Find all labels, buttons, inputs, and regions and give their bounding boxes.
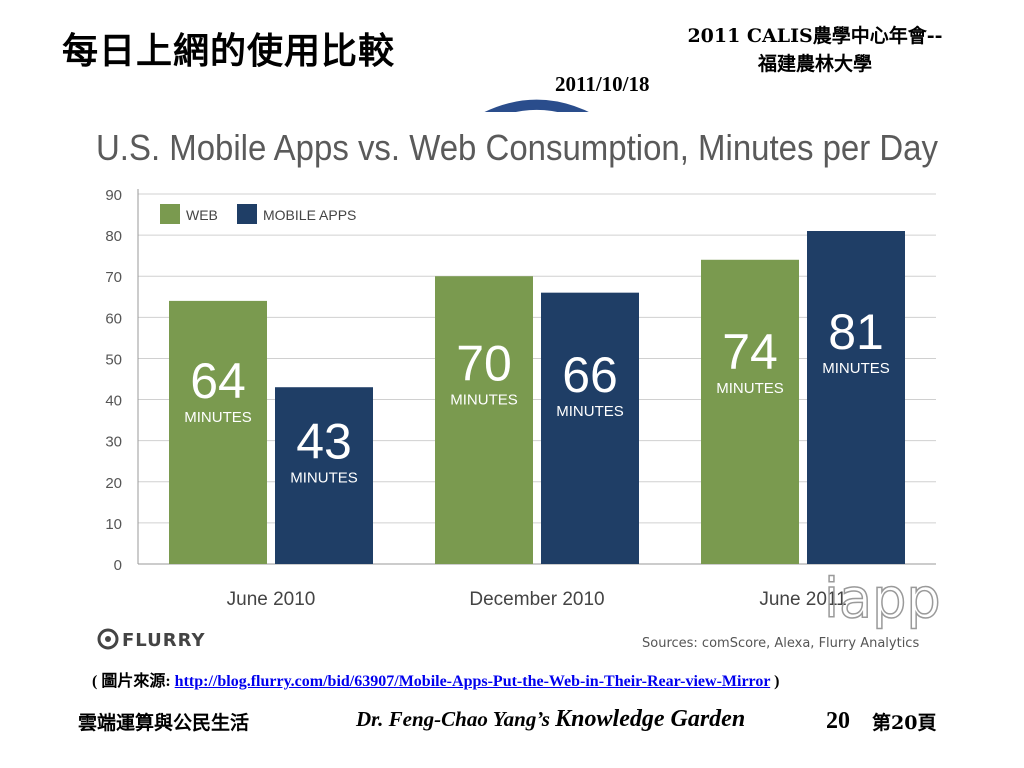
y-tick-label: 10 (105, 516, 122, 533)
bar-unit-label: MINUTES (290, 469, 358, 486)
bar (701, 259, 799, 564)
bar (169, 300, 267, 564)
bar-value-label: 66 (562, 347, 618, 403)
legend-swatch (160, 204, 180, 224)
bar-unit-label: MINUTES (822, 360, 890, 377)
footer-center: Dr. Feng-Chao Yang’s Knowledge Garden (356, 706, 745, 733)
bar-value-label: 81 (828, 304, 884, 360)
footer-author: Dr. Feng-Chao Yang’s (356, 707, 556, 731)
y-tick-label: 60 (105, 310, 122, 327)
bar-unit-label: MINUTES (184, 409, 252, 426)
chart-title: U.S. Mobile Apps vs. Web Consumption, Mi… (96, 127, 938, 168)
footer-left: 雲端運算與公民生活 (78, 712, 250, 734)
bar-value-label: 43 (296, 413, 352, 469)
bar-chart: U.S. Mobile Apps vs. Web Consumption, Mi… (96, 127, 941, 651)
flurry-logo: FLURRY (97, 628, 206, 651)
source-link[interactable]: http://blog.flurry.com/bid/63907/Mobile-… (174, 673, 771, 690)
x-tick-label: December 2010 (469, 589, 604, 610)
legend-swatch (237, 204, 257, 224)
y-tick-label: 80 (105, 228, 122, 245)
legend-label: WEB (186, 207, 218, 223)
bar-unit-label: MINUTES (716, 380, 784, 397)
bar (275, 387, 373, 564)
event-date: 2011/10/18 (555, 72, 650, 96)
chart-sources: Sources: comScore, Alexa, Flurry Analyti… (642, 636, 919, 651)
y-tick-label: 30 (105, 434, 122, 451)
y-tick-label: 0 (114, 557, 122, 574)
page-number: 20 (826, 708, 850, 734)
image-source-line: ( 圖片來源: http://blog.flurry.com/bid/63907… (92, 667, 992, 691)
flurry-logo-icon (97, 628, 119, 650)
source-suffix: ) (770, 673, 780, 690)
flurry-brand-text: FLURRY (122, 630, 206, 651)
bar (435, 276, 533, 564)
event-title: 2011 CALIS農學中心年會-- 福建農林大學 (620, 22, 1010, 78)
page-label: 第20頁 (872, 712, 937, 734)
bar-value-label: 70 (456, 336, 512, 392)
bar-value-label: 64 (190, 353, 246, 409)
y-tick-label: 40 (105, 393, 122, 410)
slide-title: 每日上網的使用比較 (62, 31, 396, 72)
bar (541, 292, 639, 564)
bar-unit-label: MINUTES (556, 403, 624, 420)
x-tick-label: June 2010 (227, 589, 316, 610)
y-tick-label: 90 (105, 187, 122, 204)
chart-grid (137, 189, 936, 565)
y-axis-ticks: 0 10 20 30 40 50 60 70 80 90 (105, 187, 122, 574)
chart-legend: WEB MOBILE APPS (160, 204, 356, 224)
y-tick-label: 50 (105, 351, 122, 368)
y-tick-label: 20 (105, 475, 122, 492)
x-axis-labels: June 2010 December 2010 June 2011 (227, 589, 847, 610)
source-prefix: ( 圖片來源: (92, 673, 175, 690)
footer-garden: Knowledge Garden (555, 706, 746, 732)
bar-value-label: 74 (722, 324, 778, 380)
bar (807, 231, 905, 564)
event-title-line2: 福建農林大學 (757, 53, 872, 75)
legend-label: MOBILE APPS (263, 207, 356, 223)
bar-unit-label: MINUTES (450, 392, 518, 409)
chart-panel: U.S. Mobile Apps vs. Web Consumption, Mi… (76, 112, 956, 660)
event-title-line1: 2011 CALIS農學中心年會-- (687, 25, 943, 47)
x-tick-label: June 2011 (759, 589, 846, 610)
iapp-watermark: iapp (824, 567, 941, 630)
y-tick-label: 70 (105, 269, 122, 286)
